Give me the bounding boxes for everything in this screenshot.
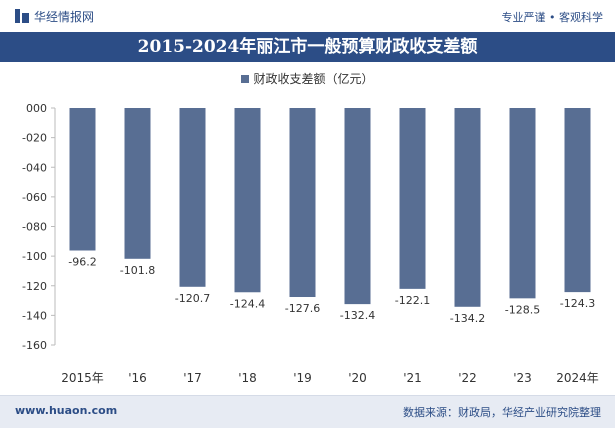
bar bbox=[344, 108, 371, 305]
x-tick-label: '19 bbox=[293, 371, 312, 385]
x-tick-label: '18 bbox=[238, 371, 257, 385]
y-tick-label: -040 bbox=[22, 161, 47, 174]
data-label: -96.2 bbox=[68, 255, 96, 268]
legend: 财政收支差额（亿元） bbox=[0, 70, 615, 87]
footer: www.huaon.com 数据来源：财政局，华经产业研究院整理 bbox=[0, 395, 615, 428]
y-tick-label: -100 bbox=[22, 250, 47, 263]
y-tick-label: -080 bbox=[22, 221, 47, 234]
brand-logo-icon bbox=[15, 9, 29, 23]
x-tick-label: '23 bbox=[513, 371, 532, 385]
top-bar: 华经情报网 专业严谨 • 客观科学 bbox=[0, 0, 615, 32]
data-label: -134.2 bbox=[450, 312, 485, 325]
chart-title: 2015-2024年丽江市一般预算财政收支差额 bbox=[0, 32, 615, 62]
y-tick-label: 000 bbox=[26, 102, 47, 115]
brand-name: 华经情报网 bbox=[34, 10, 95, 24]
data-label: -124.3 bbox=[560, 297, 595, 310]
legend-label: 财政收支差额（亿元） bbox=[253, 72, 374, 86]
bar bbox=[124, 108, 151, 259]
data-label: -132.4 bbox=[340, 309, 375, 322]
website-link[interactable]: www.huaon.com bbox=[15, 404, 118, 417]
data-label: -122.1 bbox=[395, 294, 430, 307]
y-tick-label: -020 bbox=[22, 132, 47, 145]
x-tick-label: '20 bbox=[348, 371, 367, 385]
data-label: -127.6 bbox=[285, 302, 320, 315]
bar bbox=[399, 108, 426, 289]
legend-swatch bbox=[241, 75, 250, 83]
bar bbox=[179, 108, 206, 287]
bar bbox=[454, 108, 481, 307]
y-tick-label: -160 bbox=[22, 339, 47, 352]
data-label: -101.8 bbox=[120, 264, 155, 277]
bar bbox=[509, 108, 536, 299]
x-tick-label: '17 bbox=[183, 371, 202, 385]
tagline: 专业严谨 • 客观科学 bbox=[501, 11, 603, 24]
data-label: -124.4 bbox=[230, 297, 265, 310]
x-tick-label: 2024年 bbox=[556, 371, 599, 385]
data-label: -128.5 bbox=[505, 303, 540, 316]
x-tick-label: '16 bbox=[128, 371, 147, 385]
bar bbox=[69, 108, 96, 251]
bar bbox=[234, 108, 261, 293]
x-tick-label: '22 bbox=[458, 371, 477, 385]
bar bbox=[564, 108, 591, 293]
data-label: -120.7 bbox=[175, 292, 210, 305]
bar bbox=[289, 108, 316, 298]
y-tick-label: -140 bbox=[22, 309, 47, 322]
data-source: 数据来源：财政局，华经产业研究院整理 bbox=[403, 406, 601, 419]
y-tick-label: -060 bbox=[22, 191, 47, 204]
x-tick-label: '21 bbox=[403, 371, 422, 385]
x-tick-label: 2015年 bbox=[61, 371, 104, 385]
y-tick-label: -120 bbox=[22, 280, 47, 293]
